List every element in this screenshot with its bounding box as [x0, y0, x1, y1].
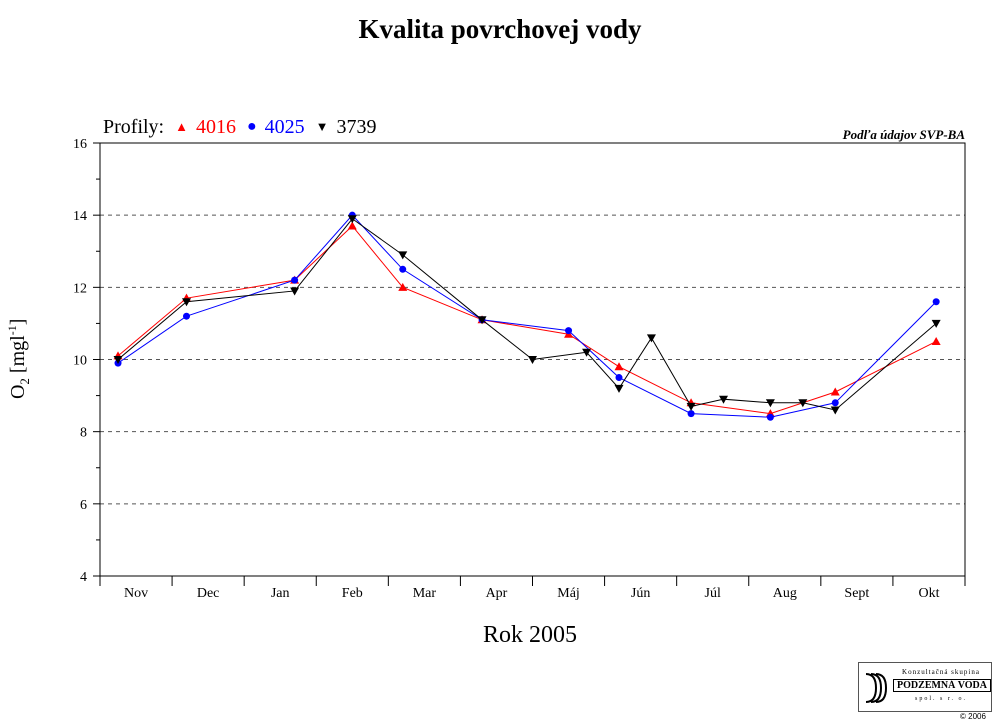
data-point	[477, 316, 487, 325]
data-point	[614, 384, 624, 393]
x-tick-label: Jan	[271, 586, 290, 601]
company-logo: Konzultačná skupina PODZEMNÁ VODA spol. …	[858, 662, 992, 712]
data-point	[830, 406, 840, 415]
data-point	[615, 374, 623, 382]
series-line-3739	[117, 218, 937, 411]
y-tick-label: 12	[73, 281, 87, 296]
y-tick-label: 14	[73, 209, 87, 224]
data-point	[686, 402, 696, 411]
data-point	[182, 298, 191, 307]
data-point	[290, 287, 300, 296]
data-point	[931, 319, 941, 328]
logo-line-1: Konzultačná skupina	[902, 668, 980, 676]
x-tick-label: Nov	[124, 586, 148, 601]
y-tick-label: 16	[73, 137, 87, 152]
data-point	[582, 348, 592, 357]
data-point	[931, 336, 941, 345]
series-line-4016	[117, 225, 937, 415]
data-point	[398, 251, 408, 260]
data-point	[719, 395, 729, 404]
chart-title: Kvalita povrchovej vody	[358, 14, 642, 44]
x-tick-label: Feb	[342, 586, 363, 601]
y-tick-label: 6	[80, 498, 87, 513]
logo-line-2: PODZEMNÁ VODA	[893, 679, 991, 692]
legend-triangle-down-icon: ▼	[315, 119, 329, 134]
y-tick-label: 10	[73, 354, 87, 369]
legend: Profily: ▲ 4016 ● 4025 ▼ 3739	[103, 116, 377, 139]
x-axis-label: Rok 2005	[482, 622, 577, 648]
legend-series-2: 4025	[264, 116, 305, 138]
x-tick-label: Dec	[197, 586, 220, 601]
x-tick-label: Okt	[918, 586, 939, 601]
legend-prefix: Profily:	[103, 116, 165, 138]
data-point	[347, 215, 357, 224]
y-tick-label: 8	[80, 426, 87, 441]
legend-series-3: 3739	[336, 116, 377, 138]
logo-icon	[865, 673, 888, 703]
series	[113, 211, 941, 421]
source-note: Podľa údajov SVP-BA	[842, 127, 965, 142]
data-point	[113, 356, 123, 364]
data-point	[765, 399, 775, 408]
x-tick-label: Apr	[486, 586, 508, 601]
x-tick-label: Mar	[413, 586, 437, 601]
x-tick-label: Jún	[631, 586, 650, 601]
legend-series-1: 4016	[196, 116, 236, 138]
x-tick-label: Júl	[705, 586, 721, 601]
y-tick-label: 4	[80, 570, 87, 585]
x-tick-label: Máj	[557, 586, 580, 601]
series-line-4025	[117, 214, 937, 418]
legend-triangle-up-icon: ▲	[175, 119, 188, 134]
data-point	[831, 399, 839, 407]
legend-circle-icon: ●	[247, 118, 257, 135]
logo-line-3: spol. s r. o.	[914, 696, 967, 702]
data-point	[798, 399, 808, 408]
data-point	[528, 356, 537, 364]
data-point	[183, 312, 190, 320]
data-point	[766, 413, 774, 421]
data-point	[398, 282, 408, 291]
data-point	[932, 298, 940, 306]
data-point	[291, 276, 299, 284]
data-point	[687, 410, 695, 418]
x-tick-label: Sept	[844, 586, 869, 601]
x-tick-label: Aug	[773, 586, 797, 601]
data-point	[565, 327, 573, 335]
y-axis-label: O2 [mgl-1]	[5, 318, 32, 400]
axes: 4 6 8 10 12 14 16 Nov Dec Jan Feb Mar Apr Máj Jún Júl Au…	[73, 137, 966, 601]
data-point	[646, 334, 656, 343]
data-point	[399, 265, 407, 273]
data-point	[347, 221, 357, 230]
data-point	[614, 362, 624, 371]
data-point	[830, 387, 840, 396]
copyright: © 2006	[960, 712, 986, 721]
